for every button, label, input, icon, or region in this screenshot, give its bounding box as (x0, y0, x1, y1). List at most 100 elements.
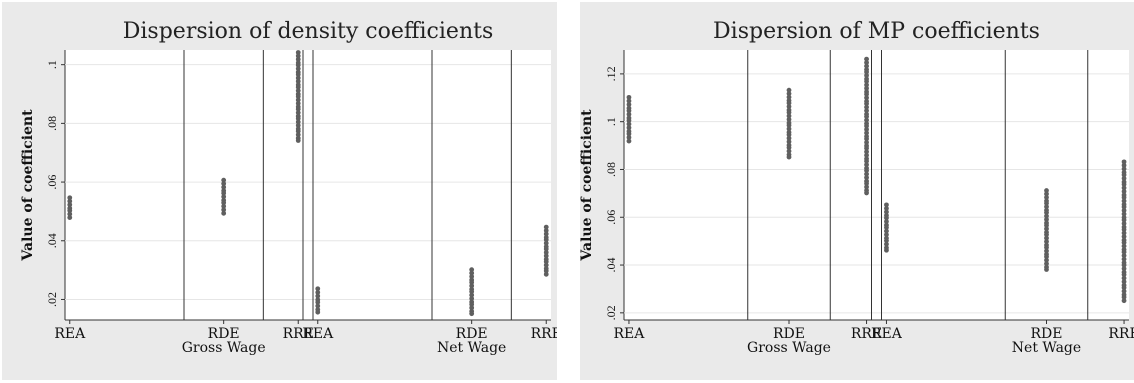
data-point (786, 154, 792, 160)
data-point (864, 152, 869, 158)
data-point (864, 79, 869, 84)
data-point (295, 116, 301, 121)
data-point (469, 274, 475, 279)
data-point (221, 181, 227, 187)
data-point (864, 139, 869, 145)
data-point (786, 135, 792, 141)
data-point (469, 289, 475, 295)
data-point (1121, 279, 1127, 285)
data-point (315, 289, 321, 295)
data-point (884, 225, 889, 230)
x-tick-label: RDE (1031, 326, 1063, 342)
x-tick-label: REA (871, 326, 903, 342)
data-point (1121, 159, 1127, 165)
data-point (864, 184, 869, 190)
data-point (1121, 211, 1127, 217)
data-point (221, 190, 227, 196)
data-point (864, 123, 869, 129)
data-point (1121, 298, 1127, 304)
data-point (864, 104, 869, 110)
data-point (1044, 261, 1049, 267)
data-point (221, 177, 227, 183)
data-point (295, 132, 301, 138)
data-point (864, 158, 869, 164)
data-point (469, 301, 475, 307)
plot-area (624, 50, 1129, 320)
data-point (864, 85, 869, 91)
data-point (469, 270, 475, 276)
data-point (1121, 234, 1127, 239)
data-point (1121, 266, 1127, 272)
data-point (1044, 200, 1049, 206)
data-point (67, 195, 73, 201)
data-point (295, 94, 301, 99)
chart-title: Dispersion of MP coefficients (713, 19, 1040, 44)
data-point (864, 60, 869, 65)
data-point (626, 121, 632, 127)
data-point (67, 198, 73, 204)
x-tick-label: REA (614, 326, 646, 342)
data-point (1121, 176, 1127, 181)
y-tick-label: .08 (604, 162, 618, 177)
data-point (1044, 239, 1049, 244)
data-point (1044, 222, 1049, 228)
data-point (543, 240, 549, 246)
data-point (786, 110, 792, 115)
data-point (864, 149, 869, 155)
data-point (315, 293, 321, 299)
data-point (884, 219, 889, 224)
data-point (884, 232, 889, 238)
data-point (295, 50, 301, 55)
data-point (295, 100, 301, 106)
data-point (1121, 249, 1127, 255)
data-point (864, 171, 869, 177)
data-point (626, 94, 632, 100)
y-tick-label: .12 (604, 66, 618, 81)
data-point (469, 296, 475, 301)
data-point (786, 100, 792, 106)
y-tick-label: .04 (45, 233, 59, 248)
data-point (786, 104, 792, 109)
group-label: Net Wage (1012, 340, 1081, 356)
x-tick-label: RRE (531, 326, 557, 342)
data-point (543, 246, 549, 252)
data-point (67, 202, 73, 208)
data-point (864, 95, 869, 101)
data-point (626, 125, 632, 131)
data-point (543, 259, 549, 265)
data-point (864, 117, 869, 123)
y-tick-label: .08 (45, 116, 59, 131)
data-point (786, 145, 792, 151)
data-point (543, 224, 549, 230)
data-point (1044, 267, 1049, 272)
data-point (67, 211, 73, 217)
data-point (786, 126, 792, 132)
data-point (67, 208, 73, 214)
data-point (543, 231, 549, 237)
data-point (315, 286, 321, 292)
data-point (1121, 182, 1127, 187)
data-point (295, 53, 301, 59)
y-tick-label: .02 (45, 292, 59, 307)
y-tick-label: .04 (604, 258, 618, 273)
data-point (786, 87, 792, 93)
data-point (1121, 243, 1127, 249)
data-point (543, 268, 549, 274)
data-point (1044, 204, 1049, 210)
data-point (864, 181, 869, 186)
data-point (864, 63, 869, 69)
data-point (469, 279, 475, 285)
x-tick-label: RDE (456, 326, 488, 342)
data-point (1044, 254, 1049, 260)
data-point (315, 303, 321, 309)
data-point (1121, 172, 1127, 178)
y-axis-label: Value of coefficient (20, 109, 36, 262)
data-point (864, 73, 869, 78)
data-point (543, 271, 549, 277)
data-point (315, 299, 321, 305)
data-point (295, 138, 301, 143)
data-point (626, 98, 632, 104)
data-point (864, 101, 869, 107)
data-point (1121, 221, 1127, 226)
data-point (1121, 162, 1127, 168)
